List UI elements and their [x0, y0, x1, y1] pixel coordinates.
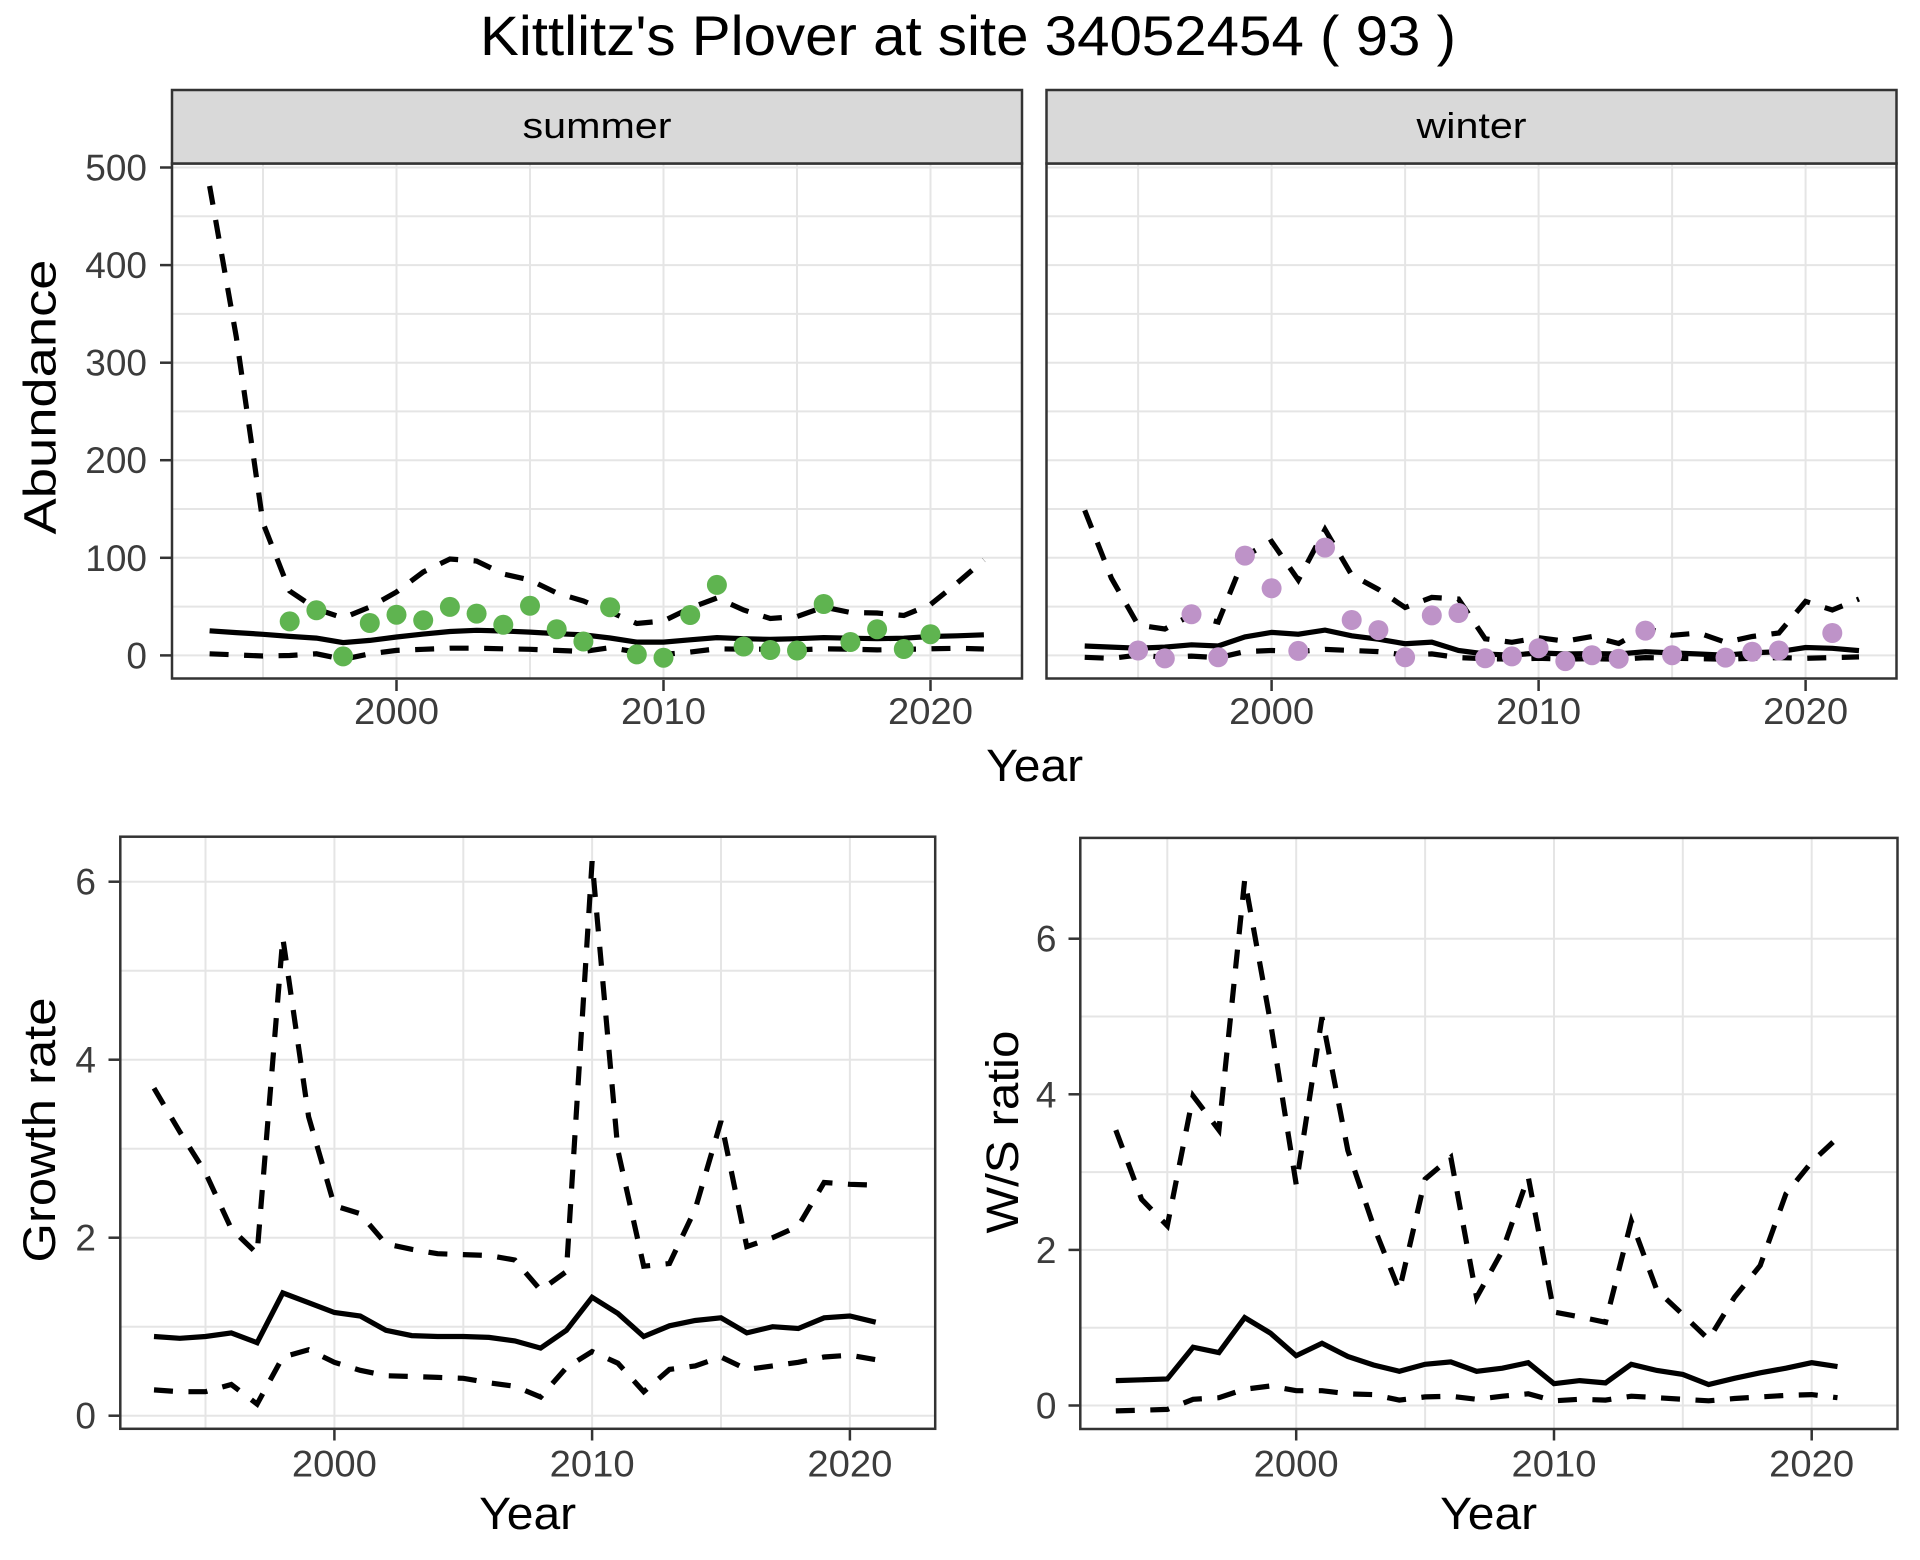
svg-text:4: 4 [1036, 1074, 1057, 1115]
svg-text:2020: 2020 [1769, 1443, 1854, 1484]
svg-text:0: 0 [75, 1396, 96, 1437]
svg-text:2010: 2010 [550, 1443, 635, 1484]
svg-text:2020: 2020 [1763, 691, 1848, 732]
svg-text:Year: Year [479, 1488, 576, 1539]
svg-text:2020: 2020 [888, 691, 973, 732]
svg-text:0: 0 [1036, 1386, 1057, 1427]
svg-text:2: 2 [1036, 1230, 1057, 1271]
svg-text:W/S ratio: W/S ratio [977, 1031, 1028, 1234]
svg-text:Abundance: Abundance [15, 260, 66, 535]
svg-text:Growth rate: Growth rate [14, 998, 65, 1263]
svg-text:2000: 2000 [1254, 1443, 1339, 1484]
svg-text:100: 100 [85, 538, 147, 579]
svg-text:Year: Year [986, 740, 1083, 791]
svg-text:2000: 2000 [292, 1443, 377, 1484]
svg-text:2010: 2010 [621, 691, 706, 732]
svg-text:2: 2 [75, 1218, 96, 1259]
svg-text:2010: 2010 [1512, 1443, 1597, 1484]
svg-text:500: 500 [85, 148, 147, 189]
svg-text:6: 6 [75, 862, 96, 903]
svg-text:summer: summer [523, 105, 672, 146]
svg-text:0: 0 [126, 635, 147, 676]
svg-text:winter: winter [1415, 105, 1526, 146]
svg-text:2000: 2000 [1229, 691, 1314, 732]
svg-text:Kittlitz's Plover at site 3405: Kittlitz's Plover at site 34052454 ( 93 … [480, 4, 1456, 67]
svg-text:6: 6 [1036, 919, 1057, 960]
svg-text:300: 300 [85, 343, 147, 384]
svg-text:200: 200 [85, 440, 147, 481]
svg-text:4: 4 [75, 1040, 96, 1081]
svg-text:Year: Year [1440, 1488, 1537, 1539]
svg-text:400: 400 [85, 245, 147, 286]
svg-text:2020: 2020 [807, 1443, 892, 1484]
svg-text:2010: 2010 [1496, 691, 1581, 732]
svg-text:2000: 2000 [354, 691, 439, 732]
